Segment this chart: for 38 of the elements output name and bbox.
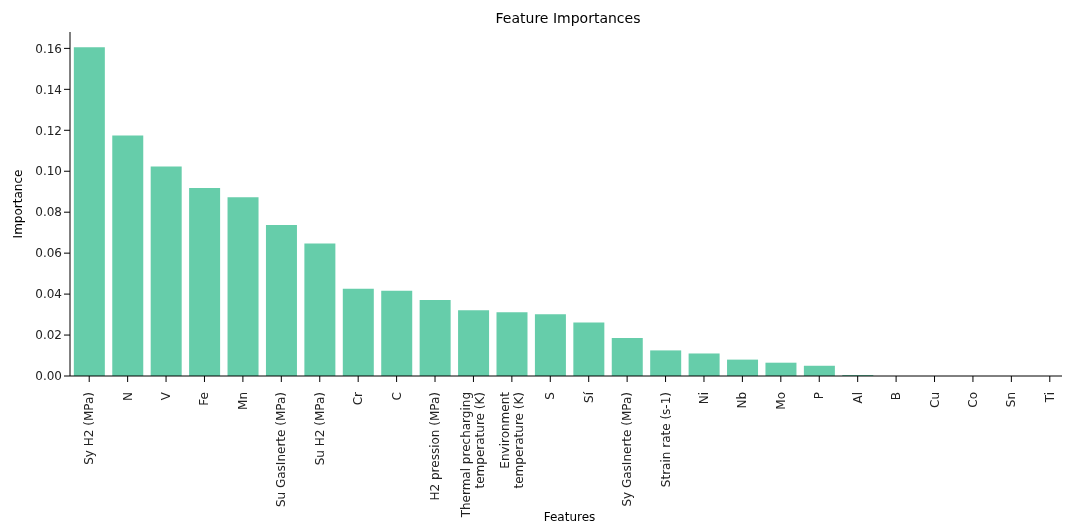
x-tick-label: Cu bbox=[927, 392, 942, 408]
x-tick-label: Su H2 (MPa) bbox=[312, 392, 327, 466]
x-tick-label: Co bbox=[965, 392, 980, 408]
y-tick-label: 0.08 bbox=[35, 205, 62, 220]
x-tick-label: Mn bbox=[235, 392, 250, 410]
x-tick-label: C bbox=[389, 392, 404, 401]
x-tick-label: Fe bbox=[197, 392, 212, 406]
x-tick-label: Strain rate (s-1) bbox=[658, 392, 673, 488]
y-tick-label: 0.02 bbox=[35, 328, 62, 343]
chart-title: Feature Importances bbox=[494, 10, 642, 26]
x-tick-label: S bbox=[543, 392, 558, 400]
y-tick-label: 0.16 bbox=[35, 41, 62, 56]
x-tick-label: Sy H2 (MPa) bbox=[82, 392, 97, 465]
y-tick-label: 0.00 bbox=[35, 369, 62, 384]
y-tick-label: 0.04 bbox=[35, 287, 62, 302]
y-axis-title: Importance bbox=[11, 169, 26, 239]
x-axis-title: Features bbox=[543, 510, 596, 524]
x-tick-label: Thermal precharging temperature (K) bbox=[459, 392, 488, 519]
x-tick-label: Nb bbox=[735, 392, 750, 409]
x-tick-label: Sn bbox=[1004, 392, 1019, 408]
x-tick-label: Mo bbox=[773, 392, 788, 410]
x-tick-label: Al bbox=[850, 392, 865, 404]
y-tick-label: 0.12 bbox=[35, 123, 62, 138]
x-tick-label: Ti bbox=[1042, 392, 1057, 404]
x-tick-label: B bbox=[889, 392, 904, 401]
x-tick-label: Environment temperature (K) bbox=[497, 391, 526, 489]
y-tick-label: 0.06 bbox=[35, 246, 62, 261]
y-tick-label: 0.14 bbox=[35, 82, 62, 97]
x-tick-label: H2 pression (MPa) bbox=[428, 392, 443, 501]
x-tick-label: P bbox=[812, 392, 827, 400]
x-tick-label: N bbox=[120, 392, 135, 401]
y-tick-label: 0.10 bbox=[35, 164, 62, 179]
x-tick-label: Cr bbox=[351, 391, 366, 406]
x-tick-label: Su GasInerte (MPa) bbox=[274, 392, 289, 508]
x-tick-label: V bbox=[159, 391, 174, 401]
x-tick-label: Ni bbox=[696, 392, 711, 405]
x-tick-label: Sí bbox=[581, 391, 596, 403]
x-tick-label: Sy GasInerte (MPa) bbox=[620, 392, 635, 507]
